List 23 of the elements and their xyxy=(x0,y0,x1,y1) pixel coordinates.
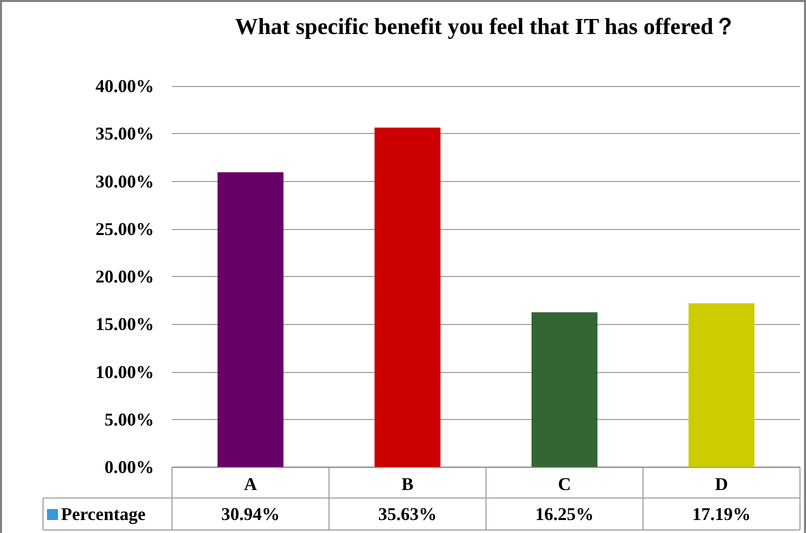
data-label: 17.19% xyxy=(692,504,751,524)
bar xyxy=(218,172,284,467)
data-label: 35.63% xyxy=(378,504,437,524)
y-tick-label: 0.00% xyxy=(104,457,154,477)
x-tick-label: A xyxy=(244,474,257,494)
y-tick-label: 5.00% xyxy=(104,409,154,430)
y-tick-label: 40.00% xyxy=(96,76,154,96)
y-tick-label: 30.00% xyxy=(96,171,154,192)
y-tick-label: 10.00% xyxy=(96,362,154,382)
bar xyxy=(374,128,440,467)
y-tick-label: 35.00% xyxy=(96,124,154,144)
x-tick-label: B xyxy=(401,474,414,494)
data-label: 16.25% xyxy=(535,504,594,524)
x-tick-label: D xyxy=(715,474,728,494)
y-tick-label: 15.00% xyxy=(96,314,154,334)
text: Percentage xyxy=(61,503,146,525)
bar xyxy=(688,303,754,467)
bar xyxy=(532,312,598,467)
data-label: 30.94% xyxy=(221,504,280,524)
y-tick-label: 25.00% xyxy=(96,218,154,239)
x-tick-label: C xyxy=(558,474,571,494)
chart-title: What specific benefit you feel that IT has offered？ xyxy=(235,14,736,39)
y-tick-label: 20.00% xyxy=(96,266,154,286)
